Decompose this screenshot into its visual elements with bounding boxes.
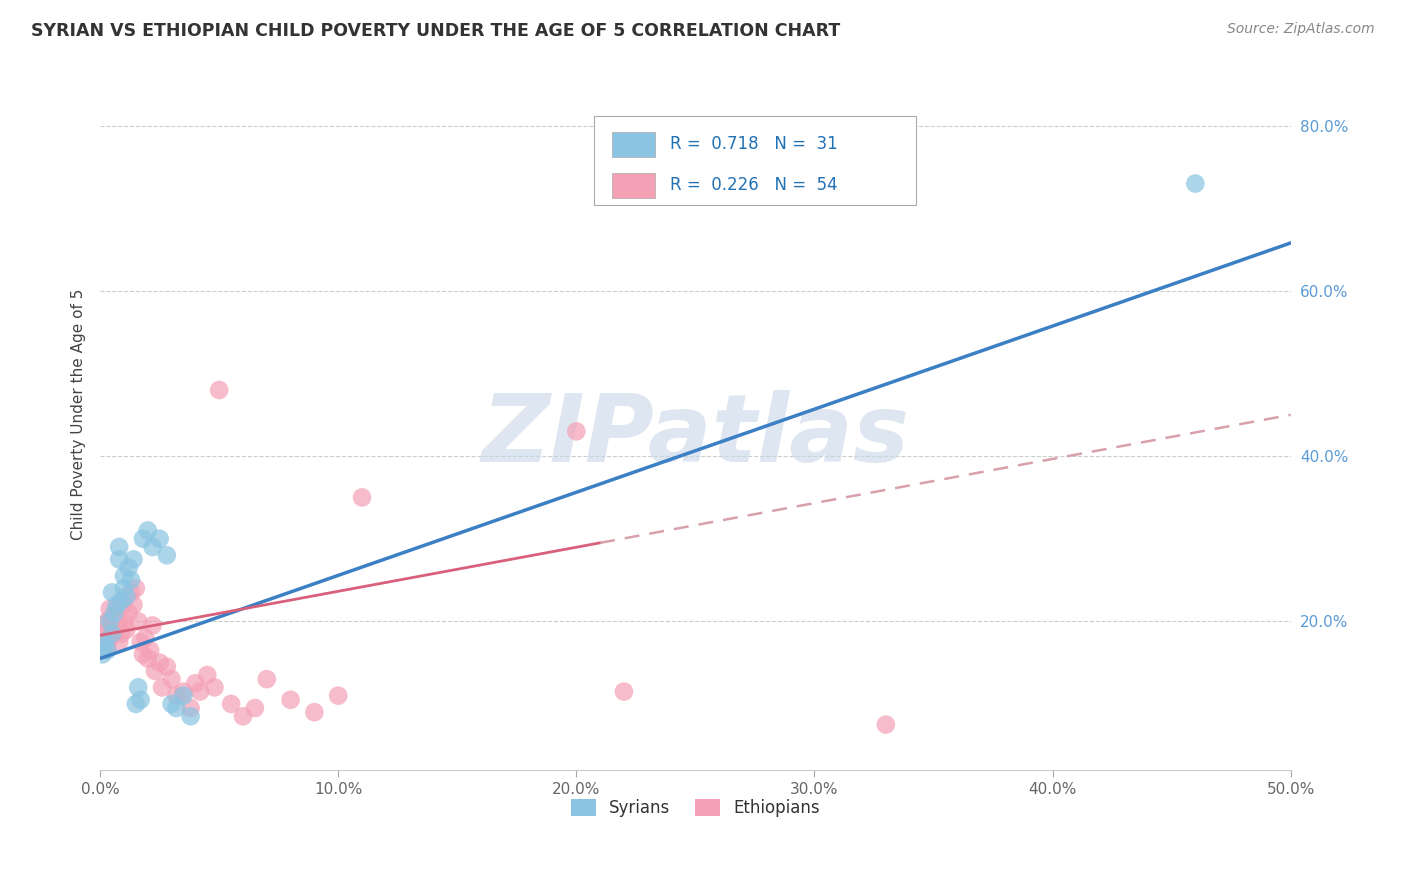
Point xyxy=(136,651,159,665)
Point xyxy=(256,672,278,686)
Point xyxy=(156,548,179,562)
Point xyxy=(103,626,125,640)
Point xyxy=(108,635,131,649)
Point xyxy=(101,623,124,637)
Point xyxy=(110,626,132,640)
Point xyxy=(129,635,152,649)
Point xyxy=(115,623,138,637)
Point xyxy=(115,590,138,604)
Point xyxy=(125,697,148,711)
Point xyxy=(304,705,326,719)
Point xyxy=(180,701,202,715)
Point xyxy=(139,643,162,657)
Point xyxy=(118,606,141,620)
Point xyxy=(195,668,218,682)
Legend: Syrians, Ethiopians: Syrians, Ethiopians xyxy=(562,791,828,826)
Text: ZIPatlas: ZIPatlas xyxy=(481,390,910,482)
Point xyxy=(112,598,135,612)
Point xyxy=(875,717,897,731)
Point xyxy=(165,701,187,715)
Point xyxy=(141,618,163,632)
Point xyxy=(328,689,350,703)
Point xyxy=(105,618,128,632)
Text: R =  0.718   N =  31: R = 0.718 N = 31 xyxy=(671,136,838,153)
Point xyxy=(101,610,124,624)
Point xyxy=(136,524,159,538)
Point xyxy=(149,532,172,546)
Point xyxy=(101,585,124,599)
Point xyxy=(613,684,636,698)
Point xyxy=(202,681,225,695)
Point xyxy=(118,560,141,574)
FancyBboxPatch shape xyxy=(612,132,655,157)
Point xyxy=(188,684,211,698)
Point xyxy=(94,643,117,657)
Point xyxy=(1184,177,1206,191)
Point xyxy=(105,602,128,616)
Point xyxy=(350,491,373,505)
Point xyxy=(112,581,135,595)
Point xyxy=(98,602,121,616)
Point xyxy=(165,689,187,703)
Y-axis label: Child Poverty Under the Age of 5: Child Poverty Under the Age of 5 xyxy=(72,289,86,541)
Point xyxy=(184,676,207,690)
Point xyxy=(98,615,121,629)
Point xyxy=(108,615,131,629)
Point xyxy=(150,681,173,695)
Point xyxy=(134,631,156,645)
Text: Source: ZipAtlas.com: Source: ZipAtlas.com xyxy=(1227,22,1375,37)
FancyBboxPatch shape xyxy=(612,172,655,198)
Point xyxy=(122,552,145,566)
Point xyxy=(112,615,135,629)
Text: SYRIAN VS ETHIOPIAN CHILD POVERTY UNDER THE AGE OF 5 CORRELATION CHART: SYRIAN VS ETHIOPIAN CHILD POVERTY UNDER … xyxy=(31,22,841,40)
Point xyxy=(96,643,118,657)
FancyBboxPatch shape xyxy=(595,117,915,205)
Point xyxy=(94,626,117,640)
Point xyxy=(94,635,117,649)
Point xyxy=(127,615,149,629)
Point xyxy=(108,540,131,554)
Point xyxy=(105,598,128,612)
Point xyxy=(125,581,148,595)
Point xyxy=(112,569,135,583)
Point xyxy=(110,593,132,607)
Point xyxy=(127,681,149,695)
Point xyxy=(132,648,155,662)
Point xyxy=(91,618,114,632)
Point xyxy=(91,635,114,649)
Point xyxy=(160,672,183,686)
Point xyxy=(172,684,194,698)
Point xyxy=(101,626,124,640)
Text: R =  0.226   N =  54: R = 0.226 N = 54 xyxy=(671,177,838,194)
Point xyxy=(141,540,163,554)
Point xyxy=(96,615,118,629)
Point xyxy=(120,585,142,599)
Point xyxy=(149,656,172,670)
Point xyxy=(132,532,155,546)
Point xyxy=(96,639,118,653)
Point xyxy=(219,697,242,711)
Point xyxy=(94,639,117,653)
Point xyxy=(120,573,142,587)
Point xyxy=(103,606,125,620)
Point xyxy=(232,709,254,723)
Point xyxy=(98,631,121,645)
Point xyxy=(160,697,183,711)
Point xyxy=(565,425,588,439)
Point xyxy=(180,709,202,723)
Point xyxy=(172,689,194,703)
Point xyxy=(243,701,266,715)
Point xyxy=(208,383,231,397)
Point xyxy=(91,648,114,662)
Point xyxy=(122,598,145,612)
Point xyxy=(156,659,179,673)
Point xyxy=(129,693,152,707)
Point xyxy=(143,664,166,678)
Point xyxy=(280,693,302,707)
Point xyxy=(108,552,131,566)
